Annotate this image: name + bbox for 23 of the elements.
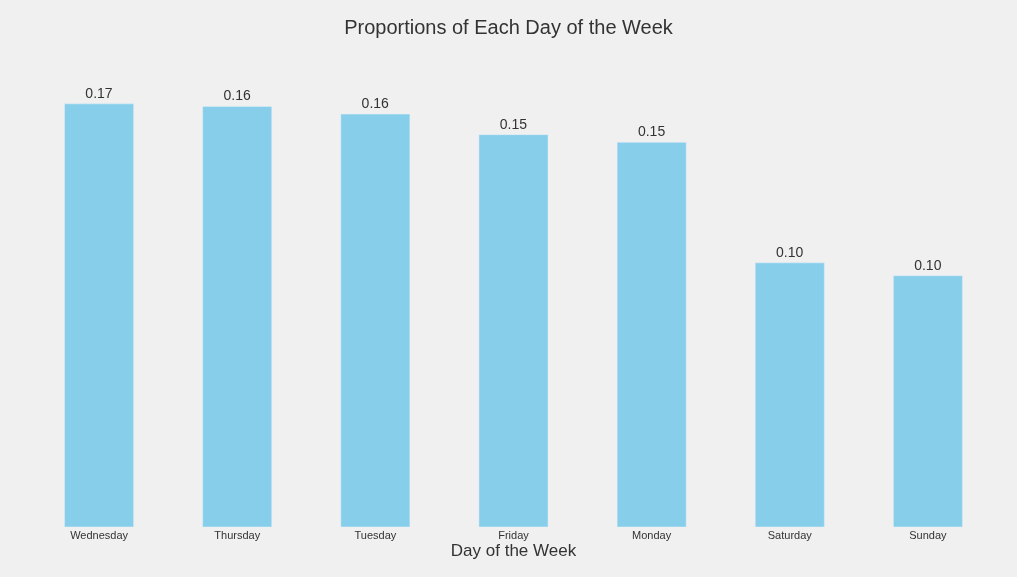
x-tick-label: Tuesday (354, 529, 397, 541)
x-tick-label: Sunday (909, 529, 948, 541)
bar (616, 142, 687, 527)
data-label: 0.15 (637, 123, 666, 140)
data-label: 0.16 (361, 95, 390, 112)
bar (893, 275, 963, 527)
x-axis-title: Day of the Week (450, 541, 577, 561)
x-tick-label: Thursday (214, 529, 261, 541)
data-label: 0.10 (776, 243, 804, 260)
x-tick-label: Friday (498, 529, 530, 541)
x-tick-label: Monday (632, 529, 672, 541)
data-label: 0.17 (85, 84, 113, 101)
bar (64, 103, 134, 527)
chart-title: Proportions of Each Day of the Week (344, 16, 674, 39)
bar (340, 113, 411, 527)
x-tick-label: Wednesday (70, 529, 129, 541)
bar (478, 134, 549, 527)
bar (755, 262, 825, 527)
data-label: 0.10 (914, 256, 942, 273)
data-label: 0.16 (223, 87, 251, 104)
data-label: 0.15 (499, 115, 528, 132)
x-tick-label: Saturday (767, 529, 813, 541)
bar (202, 106, 272, 527)
